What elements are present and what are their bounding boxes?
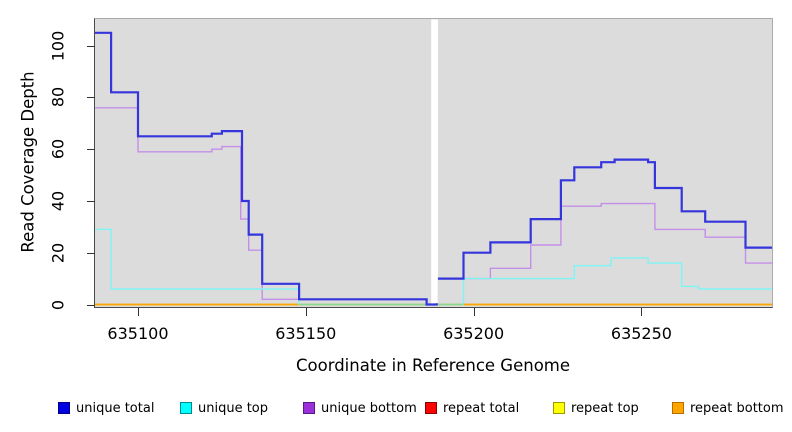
y-tick-label: 100 bbox=[48, 30, 68, 61]
legend-label: repeat top bbox=[571, 401, 639, 416]
legend-label: repeat total bbox=[443, 401, 520, 416]
legend-swatch-unique-bottom bbox=[303, 402, 315, 414]
no-coverage-gap bbox=[431, 19, 438, 304]
y-tick-mark bbox=[87, 200, 95, 202]
legend-swatch-repeat-top bbox=[553, 402, 565, 414]
legend-label: unique total bbox=[76, 401, 155, 416]
legend-label: unique top bbox=[198, 401, 269, 416]
legend-label: repeat bottom bbox=[690, 401, 784, 416]
x-tick-label: 635200 bbox=[443, 324, 505, 343]
y-tick-label: 20 bbox=[48, 242, 68, 263]
y-axis-title: Read Coverage Depth bbox=[18, 71, 38, 253]
y-tick-label: 40 bbox=[48, 190, 68, 212]
x-tick-label: 635250 bbox=[610, 324, 672, 343]
y-tick-mark bbox=[87, 304, 95, 306]
y-tick-mark bbox=[87, 149, 95, 151]
legend-label: unique bottom bbox=[321, 401, 417, 416]
y-tick-mark bbox=[87, 97, 95, 99]
y-tick-label: 0 bbox=[48, 299, 68, 310]
y-tick-label: 80 bbox=[48, 87, 68, 108]
y-tick-label: 60 bbox=[48, 139, 68, 160]
plot-area bbox=[94, 18, 773, 308]
x-axis-title: Coordinate in Reference Genome bbox=[295, 356, 571, 375]
legend-swatch-unique-total bbox=[58, 402, 70, 414]
legend-swatch-repeat-bottom bbox=[672, 402, 684, 414]
x-tick-mark bbox=[641, 308, 643, 316]
x-tick-label: 635150 bbox=[275, 324, 337, 343]
legend-swatch-unique-top bbox=[180, 402, 192, 414]
y-tick-mark bbox=[87, 252, 95, 254]
coverage-plot-svg bbox=[95, 19, 772, 306]
series-line-unique-total bbox=[95, 31, 772, 306]
x-tick-mark bbox=[137, 308, 139, 316]
x-tick-mark bbox=[305, 308, 307, 316]
x-tick-mark bbox=[473, 308, 475, 316]
y-tick-mark bbox=[87, 45, 95, 47]
series-line-unique-top bbox=[95, 228, 772, 306]
legend-swatch-repeat-total bbox=[425, 402, 437, 414]
x-tick-label: 635100 bbox=[107, 324, 169, 343]
